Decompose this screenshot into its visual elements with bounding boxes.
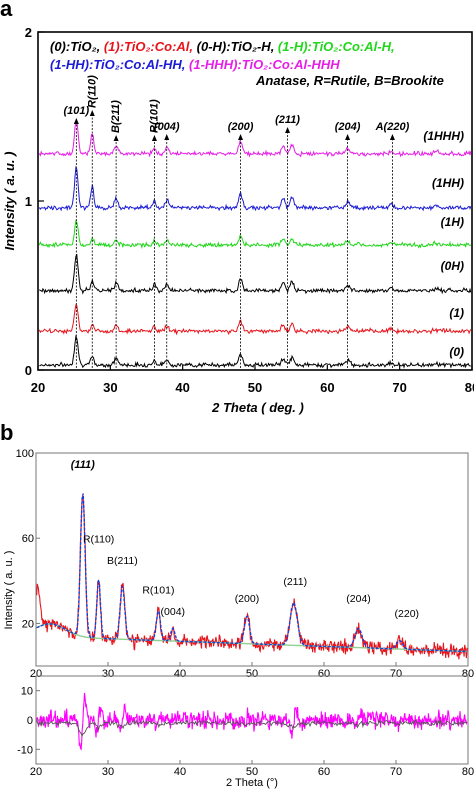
calculated-line xyxy=(36,493,467,653)
x-tick-label-a-0: 20 xyxy=(31,380,45,395)
peak-arrow-5 xyxy=(238,134,244,140)
x-tick-label-b-2: 40 xyxy=(174,668,186,680)
peak-label-b-2: B(211) xyxy=(107,555,138,567)
y-tick-label-b-2: 100 xyxy=(16,448,34,460)
peak-label-5: (200) xyxy=(228,121,254,133)
x-tick-label-r-1: 30 xyxy=(102,766,114,778)
x-tick-label-a-1: 30 xyxy=(103,380,117,395)
legend-entry: (1-HHH):TiO₂:Co:Al-HHH xyxy=(185,57,340,72)
series-line-5 xyxy=(38,120,472,158)
peak-label-b-1: R(110) xyxy=(83,533,114,545)
observed-line xyxy=(36,495,468,660)
peak-label-b-4: (004) xyxy=(161,606,186,618)
peak-label-3: R(101) xyxy=(148,99,160,133)
series-line-2 xyxy=(39,253,472,295)
peak-arrow-2 xyxy=(113,135,119,141)
peak-arrow-6 xyxy=(285,127,291,133)
x-tick-label-a-5: 70 xyxy=(392,380,406,395)
series-label-0: (0) xyxy=(449,345,464,359)
y-axis-label-a: Intensity ( a. u. ) xyxy=(2,152,17,251)
x-tick-label-r-4: 60 xyxy=(318,766,330,778)
peak-label-0: (101) xyxy=(63,105,89,117)
legend-entry: (1):TiO₂:Co:Al, xyxy=(100,39,193,54)
x-tick-label-r-0: 20 xyxy=(30,766,42,778)
peak-label-b-3: R(101) xyxy=(142,585,174,597)
x-tick-label-b-5: 70 xyxy=(390,668,402,680)
x-tick-label-a-6: 80 xyxy=(465,380,474,395)
peak-label-1: R(110) xyxy=(86,75,98,108)
series-label-4: (1HH) xyxy=(432,176,464,190)
panel-label-b: b xyxy=(0,420,13,445)
series-line-1 xyxy=(38,304,472,336)
y-tick-label-r-2: -10 xyxy=(17,744,33,756)
series-line-0 xyxy=(39,334,471,369)
y-tick-label-r-1: 0 xyxy=(27,715,33,727)
panel-a-chart: a (101)R(110) B(211) R(101)(004) (200) (211)… xyxy=(0,0,474,415)
peak-label-b-0: (111) xyxy=(71,459,95,471)
peak-arrow-3 xyxy=(151,135,157,141)
panel-b-chart: b (111) R(110) B(211) R(101) (004) (200) (211)… xyxy=(0,420,474,789)
y-tick-label-a-2: 2 xyxy=(25,25,32,40)
x-tick-label-a-3: 50 xyxy=(248,380,262,395)
peak-label-8: A(220) xyxy=(375,121,410,133)
y-tick-label-b-0: 20 xyxy=(22,618,34,630)
x-tick-label-b-6: 80 xyxy=(462,668,474,680)
x-tick-label-a-2: 40 xyxy=(175,380,189,395)
peak-label-b-6: (211) xyxy=(283,576,307,588)
series-label-2: (0H) xyxy=(441,259,464,273)
x-axis-label-a: 2 Theta ( deg. ) xyxy=(211,400,304,415)
plot-frame-b xyxy=(35,452,469,667)
x-tick-label-b-4: 60 xyxy=(318,668,330,680)
peak-arrow-4 xyxy=(164,134,170,140)
x-tick-label-b-3: 50 xyxy=(246,668,258,680)
x-tick-label-r-6: 80 xyxy=(462,766,474,778)
peak-label-6: (211) xyxy=(275,114,300,126)
series-line-4 xyxy=(38,165,472,212)
y-axis-label-b: Intensity ( a. u. ) xyxy=(3,551,15,630)
x-tick-label-r-2: 40 xyxy=(174,766,186,778)
x-tick-label-b-1: 30 xyxy=(102,668,114,680)
peak-label-b-5: (200) xyxy=(235,593,260,605)
x-tick-label-a-4: 60 xyxy=(320,380,334,395)
series-line-3 xyxy=(38,219,472,250)
series-label-5: (1HHH) xyxy=(423,129,464,143)
y-tick-label-a-0: 0 xyxy=(25,363,32,378)
x-tick-label-r-3: 50 xyxy=(246,766,258,778)
peak-label-7: (204) xyxy=(335,121,361,133)
y-tick-label-r-0: 10 xyxy=(21,686,33,698)
y-tick-label-a-1: 1 xyxy=(25,194,32,209)
legend-line-2: (1-HH):TiO₂:Co:Al-HH, (1-HHH):TiO₂:Co:Al… xyxy=(50,57,340,72)
peak-label-b-8: (220) xyxy=(395,608,420,620)
difference-line xyxy=(36,692,468,751)
peak-arrow-7 xyxy=(345,134,351,140)
legend-entry: (0-H):TiO₂-H, xyxy=(193,39,274,54)
legend-line-1: (0):TiO₂, (1):TiO₂:Co:Al, (0-H):TiO₂-H, … xyxy=(50,39,395,54)
peak-arrow-8 xyxy=(389,134,395,140)
series-label-3: (1H) xyxy=(441,215,464,229)
x-tick-label-r-5: 70 xyxy=(390,766,402,778)
peak-label-4: (004) xyxy=(154,121,180,133)
legend-entry: (1-H):TiO₂:Co:Al-H, xyxy=(274,39,394,54)
x-tick-label-b-0: 20 xyxy=(30,668,42,680)
x-axis-label-b: 2 Theta (°) xyxy=(226,777,278,789)
legend-note: Anatase, R=Rutile, B=Brookite xyxy=(255,73,444,88)
legend-entry: (0):TiO₂, xyxy=(50,39,100,54)
peak-label-b-7: (204) xyxy=(346,593,371,605)
difference-2-line xyxy=(36,718,467,737)
series-label-1: (1) xyxy=(449,306,464,320)
peak-label-2: B(211) xyxy=(110,100,122,133)
legend-entry: (1-HH):TiO₂:Co:Al-HH, xyxy=(50,57,185,72)
panel-label-a: a xyxy=(0,0,13,21)
peak-arrow-1 xyxy=(89,110,95,116)
y-tick-label-b-1: 60 xyxy=(22,533,34,545)
peak-arrow-0 xyxy=(73,118,79,124)
